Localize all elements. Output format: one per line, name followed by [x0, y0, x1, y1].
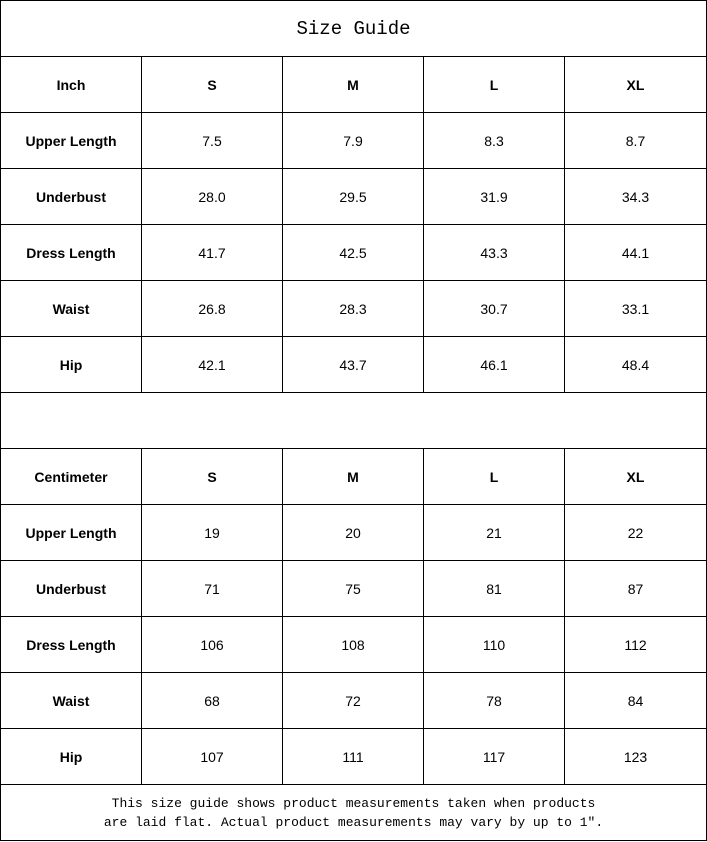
column-header: XL [626, 468, 645, 485]
table-row: Upper Length 7.5 7.9 8.3 8.7 [1, 113, 706, 169]
table-cell: 21 [424, 505, 565, 560]
table-cell: 20 [283, 505, 424, 560]
table-cell: 108 [283, 617, 424, 672]
column-header: Inch [1, 57, 142, 112]
footer-line-1: This size guide shows product measuremen… [111, 795, 596, 811]
table-cell: 43.3 [424, 225, 565, 280]
table-row: Waist 68 72 78 84 [1, 673, 706, 729]
table-cell: 42.1 [142, 337, 283, 392]
column-header: L [424, 57, 565, 112]
table-cell: 112 [624, 636, 647, 653]
table-cell: 110 [424, 617, 565, 672]
row-label: Upper Length [1, 505, 142, 560]
row-label: Hip [1, 729, 142, 784]
table-cell: 78 [424, 673, 565, 728]
table-cell: 26.8 [142, 281, 283, 336]
table-cell: 107 [142, 729, 283, 784]
table-row: Underbust 71 75 81 87 [1, 561, 706, 617]
table-cell: 8.7 [625, 132, 646, 149]
table-cell: 81 [424, 561, 565, 616]
table-row: Hip 42.1 43.7 46.1 48.4 [1, 337, 706, 393]
table-row: Hip 107 111 117 123 [1, 729, 706, 785]
table-cell: 42.5 [283, 225, 424, 280]
page-title: Size Guide [1, 1, 706, 57]
table-cell: 31.9 [424, 169, 565, 224]
table-cell: 22 [627, 524, 644, 541]
table-cell: 68 [142, 673, 283, 728]
table-cell: 28.3 [283, 281, 424, 336]
table-row: Waist 26.8 28.3 30.7 33.1 [1, 281, 706, 337]
table-cell: 19 [142, 505, 283, 560]
column-header: XL [626, 76, 645, 93]
centimeter-table: Centimeter S M L XL Upper Length 19 20 21 22 Under… [1, 449, 706, 785]
table-cell: 34.3 [621, 188, 650, 205]
table-cell: 123 [623, 748, 648, 765]
table-cell: 29.5 [283, 169, 424, 224]
footer-line-2: are laid flat. Actual product measuremen… [103, 814, 604, 830]
table-cell: 30.7 [424, 281, 565, 336]
column-header: L [424, 449, 565, 504]
column-header: S [142, 57, 283, 112]
inch-table: Inch S M L XL Upper Length 7.5 7.9 8.3 8.7 Underbu… [1, 57, 706, 393]
table-cell: 8.3 [424, 113, 565, 168]
table-cell: 117 [424, 729, 565, 784]
table-cell: 33.1 [621, 300, 650, 317]
table-row: Underbust 28.0 29.5 31.9 34.3 [1, 169, 706, 225]
row-label: Hip [1, 337, 142, 392]
table-cell: 72 [283, 673, 424, 728]
row-label: Underbust [1, 561, 142, 616]
row-label: Waist [1, 673, 142, 728]
row-label: Underbust [1, 169, 142, 224]
table-cell: 106 [142, 617, 283, 672]
table-cell: 71 [142, 561, 283, 616]
row-label: Dress Length [1, 617, 142, 672]
row-label: Waist [1, 281, 142, 336]
table-cell: 46.1 [424, 337, 565, 392]
column-header: M [283, 57, 424, 112]
table-row: Upper Length 19 20 21 22 [1, 505, 706, 561]
table-cell: 111 [283, 729, 424, 784]
column-header: Centimeter [1, 449, 142, 504]
footer-note: This size guide shows product measuremen… [1, 785, 706, 841]
table-cell: 87 [627, 580, 644, 597]
table-cell: 7.5 [142, 113, 283, 168]
table-cell: 44.1 [621, 244, 650, 261]
table-cell: 75 [283, 561, 424, 616]
table-header-row: Inch S M L XL [1, 57, 706, 113]
spacer-row [1, 393, 706, 449]
column-header: M [283, 449, 424, 504]
row-label: Dress Length [1, 225, 142, 280]
table-cell: 48.4 [621, 356, 650, 373]
row-label: Upper Length [1, 113, 142, 168]
table-row: Dress Length 106 108 110 112 [1, 617, 706, 673]
table-cell: 28.0 [142, 169, 283, 224]
table-cell: 84 [627, 692, 644, 709]
table-header-row: Centimeter S M L XL [1, 449, 706, 505]
table-row: Dress Length 41.7 42.5 43.3 44.1 [1, 225, 706, 281]
table-cell: 43.7 [283, 337, 424, 392]
table-cell: 41.7 [142, 225, 283, 280]
table-cell: 7.9 [283, 113, 424, 168]
column-header: S [142, 449, 283, 504]
